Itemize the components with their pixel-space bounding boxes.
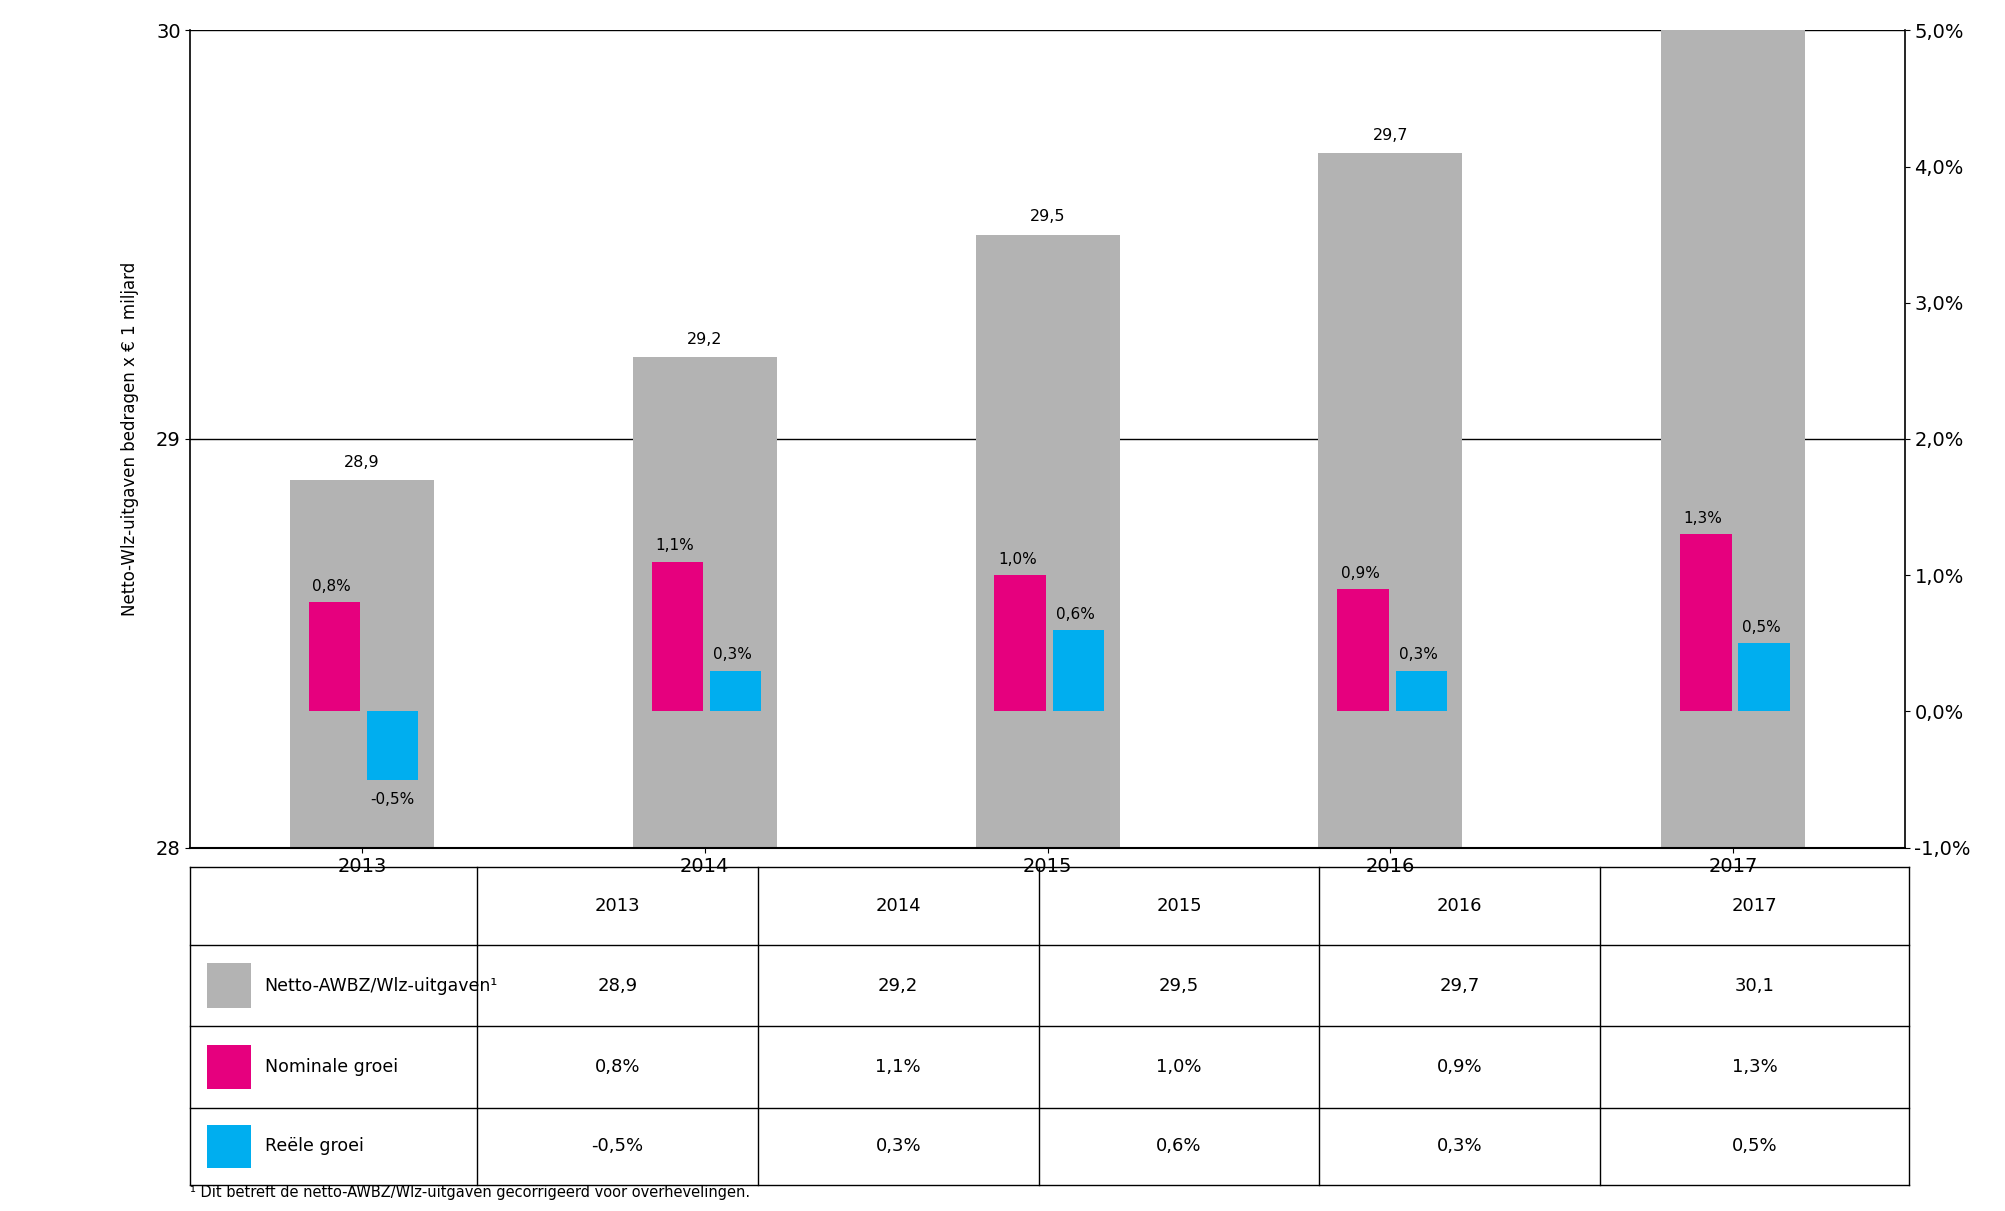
Text: Nominale groei: Nominale groei — [265, 1058, 397, 1075]
Text: 2016: 2016 — [1438, 897, 1482, 916]
Text: 1,0%: 1,0% — [998, 552, 1037, 567]
Text: 0,5%: 0,5% — [1742, 620, 1780, 635]
Text: 29,7: 29,7 — [1440, 977, 1480, 994]
Bar — [1738, 643, 1790, 712]
Bar — [367, 712, 419, 780]
Text: -0,5%: -0,5% — [591, 1137, 644, 1155]
Bar — [1337, 589, 1389, 712]
Bar — [309, 603, 361, 712]
Text: 0,3%: 0,3% — [714, 648, 752, 662]
Text: 0,9%: 0,9% — [1438, 1058, 1482, 1075]
Bar — [634, 357, 776, 848]
Bar — [652, 562, 704, 712]
Bar — [976, 235, 1119, 848]
Text: Reële groei: Reële groei — [265, 1137, 363, 1155]
Text: 28,9: 28,9 — [597, 977, 638, 994]
Bar — [1662, 0, 1804, 848]
Text: ¹ Dit betreft de netto-AWBZ/Wlz-uitgaven gecorrigeerd voor overhevelingen.: ¹ Dit betreft de netto-AWBZ/Wlz-uitgaven… — [190, 1184, 750, 1200]
Text: 2014: 2014 — [876, 897, 920, 916]
Y-axis label: Netto-Wlz-uitgaven bedragen x € 1 miljard: Netto-Wlz-uitgaven bedragen x € 1 miljar… — [122, 262, 138, 616]
Bar — [207, 1125, 251, 1167]
Text: Netto-AWBZ/Wlz-uitgaven¹: Netto-AWBZ/Wlz-uitgaven¹ — [265, 977, 497, 994]
Text: 0,8%: 0,8% — [313, 579, 351, 595]
Text: 0,8%: 0,8% — [595, 1058, 640, 1075]
Bar — [1319, 153, 1462, 848]
Text: 1,1%: 1,1% — [876, 1058, 920, 1075]
Text: 2017: 2017 — [1732, 897, 1776, 916]
Bar — [1680, 534, 1732, 712]
Text: 30,1: 30,1 — [1734, 977, 1774, 994]
Text: 0,5%: 0,5% — [1732, 1137, 1776, 1155]
Bar — [1395, 671, 1448, 712]
Text: 28,9: 28,9 — [345, 454, 379, 470]
Text: 1,3%: 1,3% — [1684, 511, 1722, 526]
Text: -0,5%: -0,5% — [371, 792, 415, 807]
Bar — [994, 575, 1047, 712]
Bar — [291, 480, 433, 848]
Text: 1,1%: 1,1% — [656, 539, 694, 553]
Text: 29,2: 29,2 — [688, 332, 722, 348]
Bar — [1053, 630, 1105, 712]
Text: 0,9%: 0,9% — [1341, 566, 1379, 581]
Text: 1,0%: 1,0% — [1157, 1058, 1201, 1075]
Text: 29,5: 29,5 — [1159, 977, 1199, 994]
Text: 2015: 2015 — [1157, 897, 1201, 916]
Bar — [207, 1045, 251, 1090]
Text: 29,5: 29,5 — [1031, 210, 1065, 224]
Text: 0,3%: 0,3% — [1438, 1137, 1482, 1155]
Bar — [710, 671, 762, 712]
Text: 0,3%: 0,3% — [876, 1137, 920, 1155]
Text: 29,7: 29,7 — [1373, 127, 1408, 143]
Text: 1,3%: 1,3% — [1732, 1058, 1776, 1075]
Text: 29,2: 29,2 — [878, 977, 918, 994]
Bar — [207, 963, 251, 1008]
Text: 0,6%: 0,6% — [1057, 607, 1095, 621]
Text: 0,3%: 0,3% — [1399, 648, 1438, 662]
Text: 0,6%: 0,6% — [1157, 1137, 1201, 1155]
Text: 2013: 2013 — [595, 897, 640, 916]
